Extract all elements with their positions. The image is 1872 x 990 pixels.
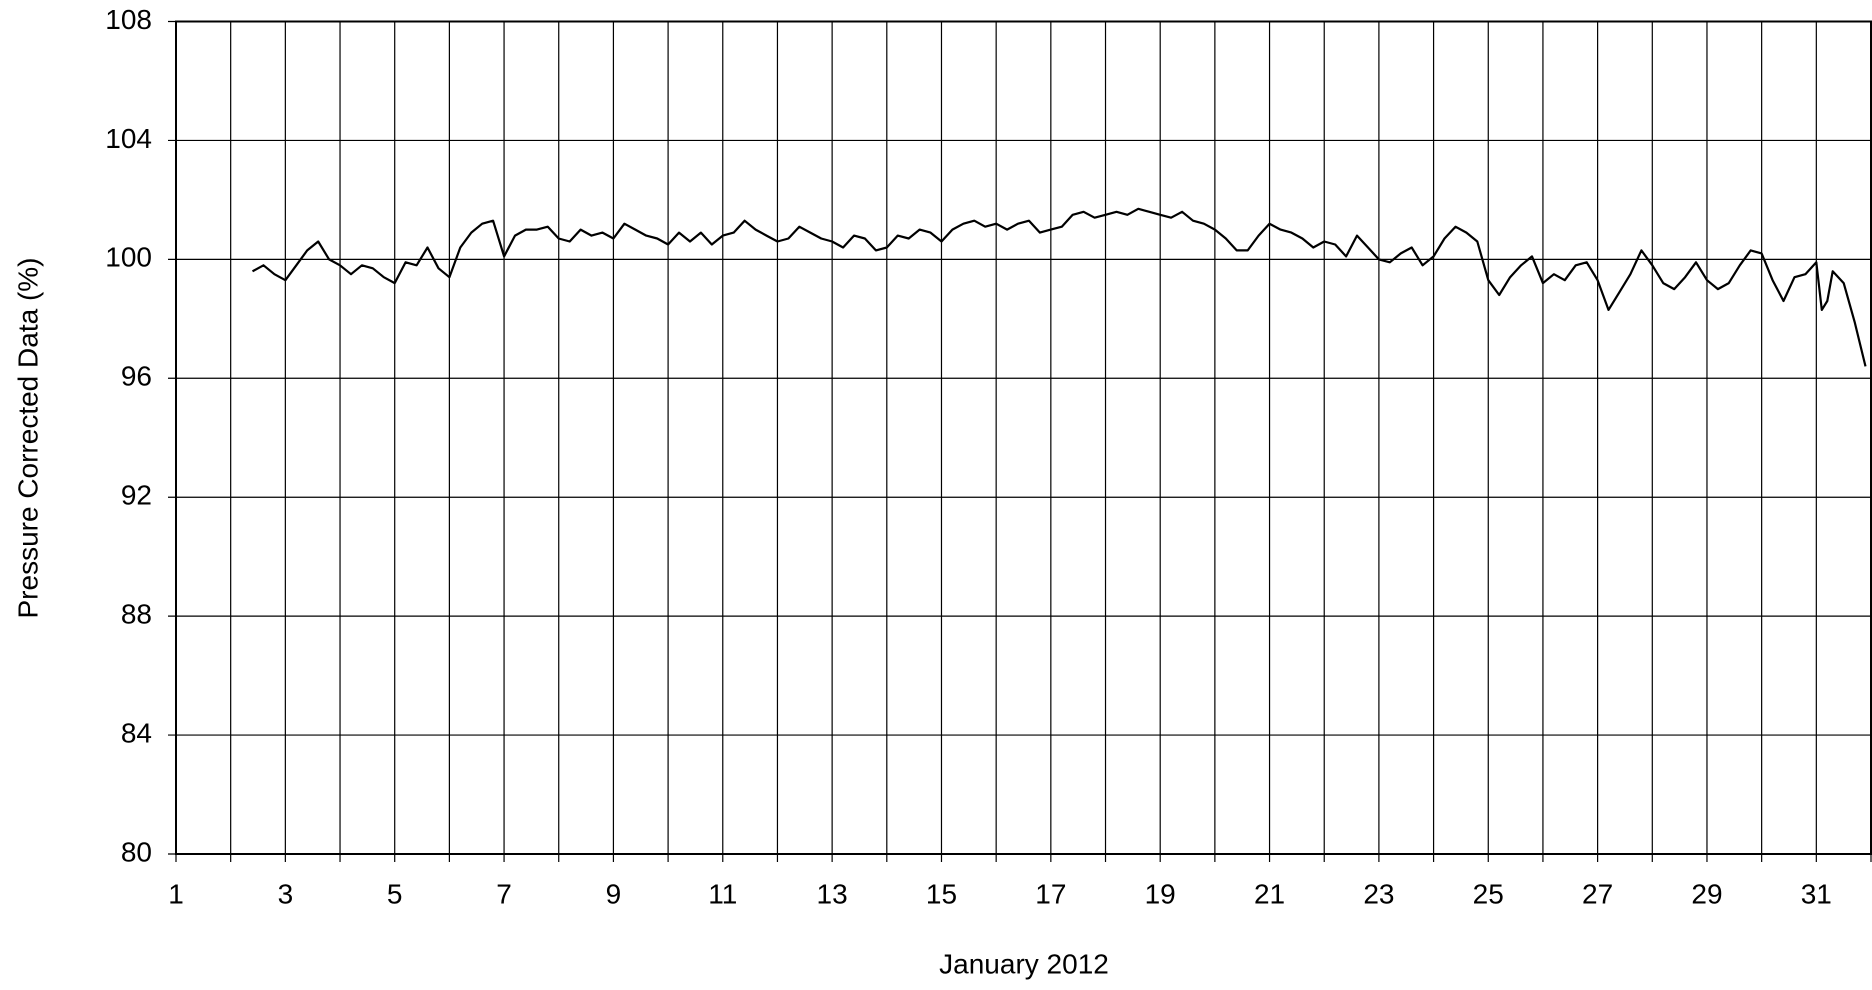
y-tick-label: 108 [105,4,152,35]
x-tick-label: 13 [817,878,848,909]
x-tick-label: 5 [387,878,403,909]
y-tick-label: 104 [105,123,152,154]
y-axis-title: Pressure Corrected Data (%) [12,257,43,618]
x-tick-label: 1 [168,878,184,909]
y-tick-label: 80 [121,836,152,867]
plot-frame [175,20,1872,855]
y-tick-label: 84 [121,717,152,748]
x-tick-label: 21 [1254,878,1285,909]
y-tick-label: 96 [121,361,152,392]
y-tick-label: 92 [121,480,152,511]
x-tick-label: 17 [1035,878,1066,909]
x-tick-label: 31 [1801,878,1832,909]
y-tick-label: 100 [105,242,152,273]
x-tick-label: 3 [278,878,294,909]
x-tick-label: 27 [1582,878,1613,909]
x-tick-label: 15 [926,878,957,909]
x-tick-label: 11 [708,878,737,909]
x-tick-label: 29 [1691,878,1722,909]
y-tick-label: 88 [121,599,152,630]
x-tick-label: 23 [1363,878,1394,909]
x-tick-label: 9 [606,878,622,909]
x-tick-label: 25 [1473,878,1504,909]
x-tick-label: 7 [496,878,512,909]
x-tick-label: 19 [1145,878,1176,909]
data-line [251,207,1867,367]
x-axis-title: January 2012 [939,948,1109,979]
